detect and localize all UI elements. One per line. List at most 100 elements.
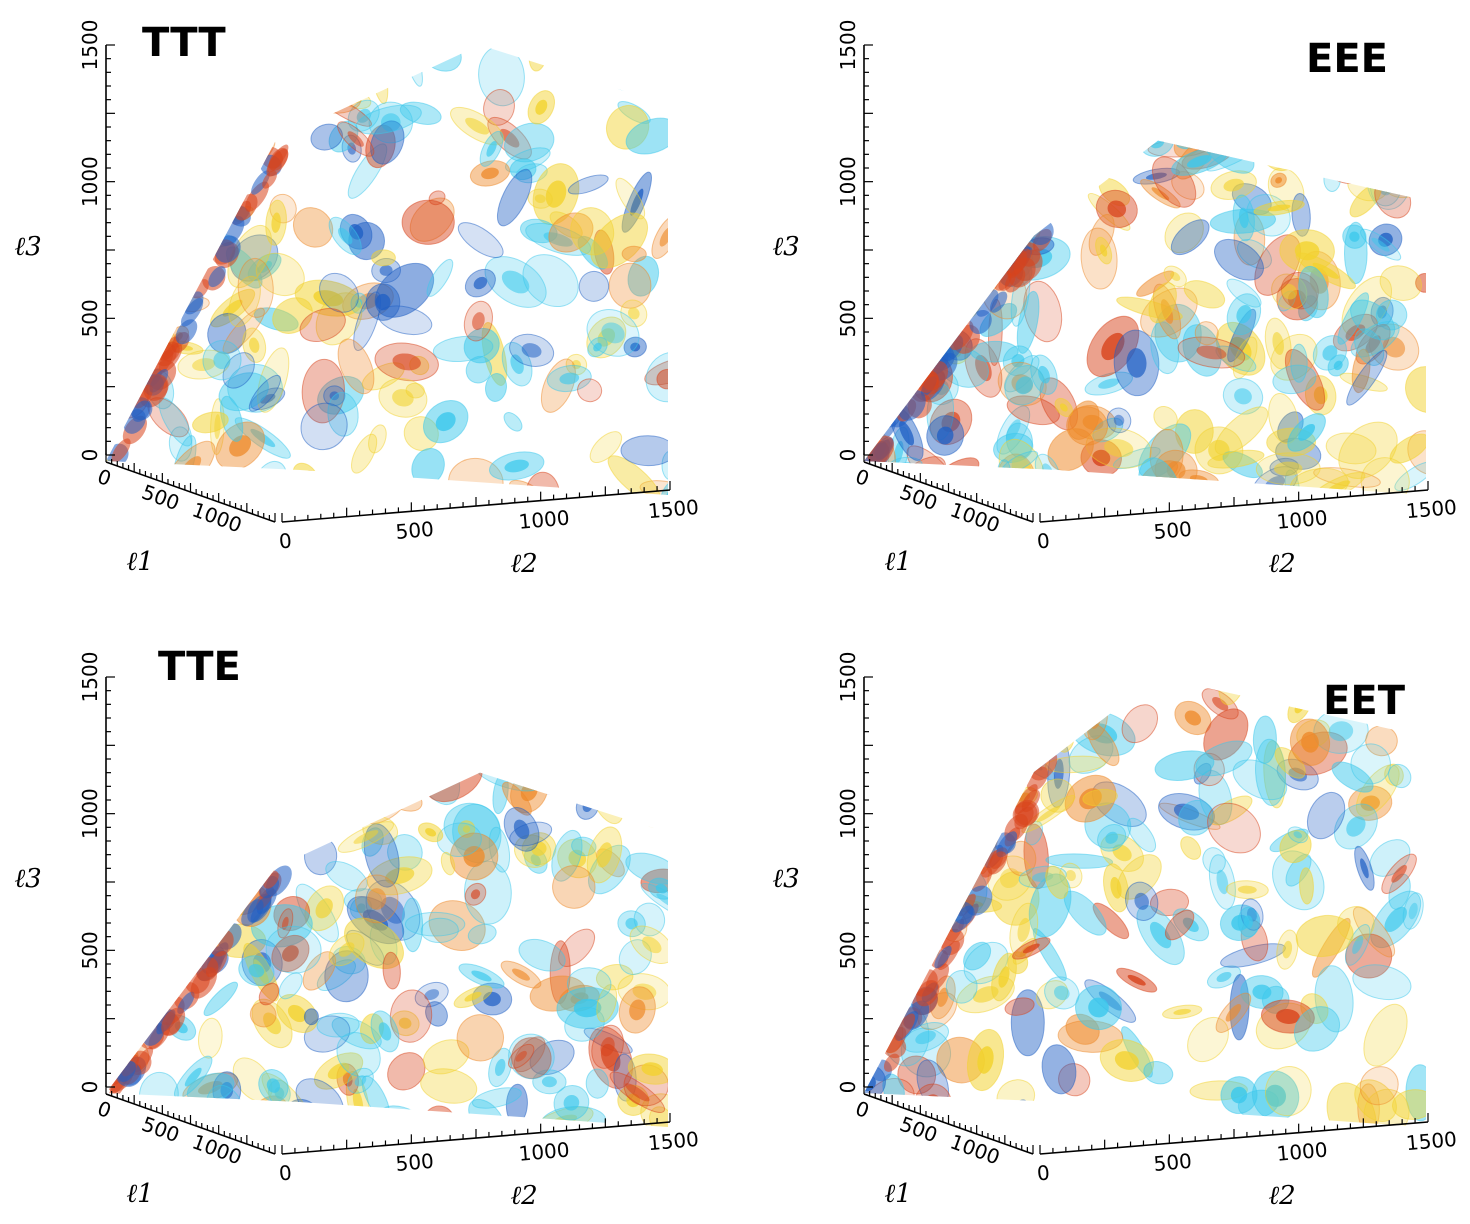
l1-tick-label: 0 (94, 1096, 114, 1123)
l3-axis-label: ℓ3 (14, 864, 41, 894)
l1-tick-label: 1000 (189, 497, 245, 537)
l1-tick-label: 1000 (947, 1129, 1003, 1169)
l2-axis-label: ℓ2 (510, 1181, 537, 1211)
isosurface-core (302, 480, 315, 495)
isosurface-blob (402, 200, 454, 244)
isosurface-core (177, 224, 202, 251)
isosurface-blob (133, 257, 185, 310)
isosurface-blob (904, 178, 946, 219)
isosurface-blob (1082, 134, 1100, 155)
isosurface-blob (181, 784, 235, 838)
isosurface-blob (872, 825, 914, 866)
isosurface-core (253, 37, 276, 55)
isosurface-core (916, 346, 933, 362)
isosurface-blob (1177, 833, 1205, 863)
isosurface-blob (982, 689, 1012, 717)
l2-tick-label: 1000 (518, 1138, 571, 1166)
isosurface-blob (873, 855, 919, 892)
isosurface-blob (1003, 1097, 1033, 1136)
isosurface-core (345, 778, 367, 799)
isosurface-core (165, 825, 181, 853)
l1-axis-label: ℓ1 (126, 1179, 153, 1209)
isosurface-core (866, 273, 886, 292)
isosurface-blob (923, 681, 955, 724)
panel-title: EET (1323, 678, 1406, 724)
isosurface-blob (856, 228, 889, 248)
l3-tick-label: 1000 (836, 156, 860, 207)
l3-tick-label: 1500 (78, 20, 102, 71)
isosurface-blob (136, 156, 187, 213)
isosurface-blob (352, 746, 390, 801)
isosurface-blob (1387, 136, 1419, 163)
isosurface-blob (135, 183, 179, 229)
panel-eee: 050010001500050010000 500 1000 1500ℓ3ℓ1 ℓ2EE… (772, 20, 1457, 579)
l2-tick-label: 0 (1036, 529, 1051, 554)
isosurface-blob (993, 717, 1057, 752)
isosurface-core (112, 969, 138, 994)
isosurface-blob (108, 116, 128, 136)
isosurface-core (1096, 155, 1112, 171)
isosurface-blob (854, 261, 898, 304)
isosurface-core (629, 786, 655, 816)
isosurface-blob (346, 431, 382, 477)
volume-isosurfaces (846, 118, 1456, 528)
isosurface-blob (84, 1039, 130, 1075)
panel-title: TTE (158, 644, 241, 690)
isosurface-core (884, 836, 903, 855)
isosurface-blob (573, 789, 603, 822)
isosurface-blob (1254, 119, 1307, 176)
isosurface-blob (122, 76, 187, 122)
isosurface-blob (161, 207, 217, 267)
isosurface-blob (1079, 227, 1119, 290)
isosurface-blob (248, 822, 274, 858)
isosurface-blob (909, 682, 941, 715)
isosurface-blob (75, 984, 150, 1060)
panel-tte: 050010001500050010000 500 1000 1500ℓ3ℓ1 ℓ2TT… (14, 644, 700, 1211)
isosurface-blob (596, 41, 642, 96)
isosurface-blob (963, 210, 988, 231)
isosurface-blob (289, 459, 322, 492)
isosurface-blob (1058, 167, 1079, 199)
isosurface-blob (846, 348, 917, 393)
isosurface-core (919, 860, 948, 885)
l2-tick-label: 0 (278, 529, 293, 554)
isosurface-core (893, 736, 915, 758)
isosurface-core (429, 1112, 448, 1131)
isosurface-blob (292, 77, 325, 110)
isosurface-blob (601, 20, 676, 78)
isosurface-blob (239, 25, 291, 66)
l1-tick-label: 0 (852, 464, 872, 491)
isosurface-core (1064, 176, 1074, 190)
l1-axis-label: ℓ1 (884, 1179, 911, 1209)
isosurface-blob (97, 954, 154, 1010)
isosurface-blob (876, 127, 911, 173)
l3-tick-label: 1500 (836, 652, 860, 703)
l2-tick-label: 1500 (1405, 495, 1458, 523)
isosurface-blob (1285, 127, 1317, 155)
isosurface-blob (958, 240, 994, 285)
isosurface-core (255, 832, 267, 848)
isosurface-blob (997, 459, 1011, 486)
isosurface-blob (586, 1069, 609, 1099)
isosurface-blob (137, 1070, 181, 1119)
isosurface-blob (905, 675, 938, 718)
isosurface-core (1379, 163, 1400, 192)
isosurface-blob (233, 33, 272, 86)
isosurface-blob (372, 250, 396, 266)
l3-axis-label: ℓ3 (14, 232, 41, 262)
isosurface-blob (207, 799, 260, 854)
isosurface-core (181, 761, 213, 791)
l1-tick-label: 500 (139, 1112, 183, 1148)
l3-tick-label: 500 (78, 299, 102, 337)
isosurface-blob (553, 757, 616, 812)
l2-tick-label: 0 (1036, 1161, 1051, 1186)
isosurface-core (367, 888, 386, 910)
l2-tick-label: 1500 (1405, 1127, 1458, 1155)
l1-tick-label: 1000 (947, 497, 1003, 537)
l2-tick-label: 0 (278, 1161, 293, 1186)
isosurface-blob (950, 752, 995, 792)
isosurface-blob (585, 773, 630, 829)
isosurface-blob (622, 246, 647, 262)
volume-isosurfaces (72, 13, 704, 518)
isosurface-blob (204, 834, 254, 872)
